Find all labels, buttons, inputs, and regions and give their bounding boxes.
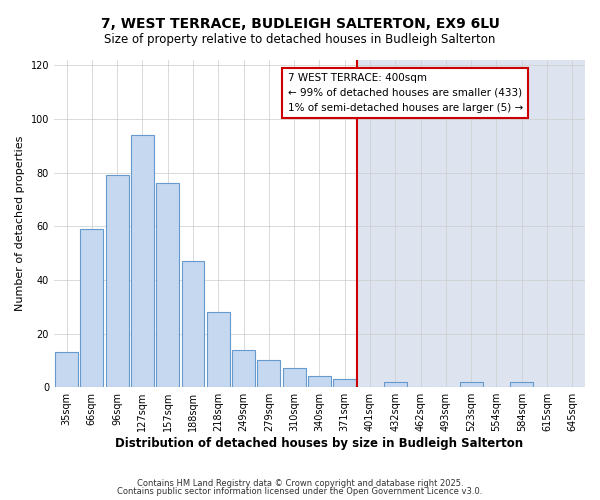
Bar xyxy=(54,60,358,387)
Bar xyxy=(131,135,154,387)
Text: Contains public sector information licensed under the Open Government Licence v3: Contains public sector information licen… xyxy=(118,487,482,496)
Bar xyxy=(384,382,407,387)
Text: Size of property relative to detached houses in Budleigh Salterton: Size of property relative to detached ho… xyxy=(104,32,496,46)
Bar xyxy=(460,382,482,387)
Bar xyxy=(308,376,331,387)
Bar xyxy=(334,379,356,387)
Bar xyxy=(157,184,179,387)
Bar xyxy=(511,382,533,387)
Bar xyxy=(80,229,103,387)
Bar xyxy=(358,60,585,387)
Bar xyxy=(283,368,305,387)
Text: Contains HM Land Registry data © Crown copyright and database right 2025.: Contains HM Land Registry data © Crown c… xyxy=(137,478,463,488)
Bar xyxy=(182,261,205,387)
Bar xyxy=(207,312,230,387)
Y-axis label: Number of detached properties: Number of detached properties xyxy=(15,136,25,312)
X-axis label: Distribution of detached houses by size in Budleigh Salterton: Distribution of detached houses by size … xyxy=(115,437,524,450)
Text: 7 WEST TERRACE: 400sqm
← 99% of detached houses are smaller (433)
1% of semi-det: 7 WEST TERRACE: 400sqm ← 99% of detached… xyxy=(287,73,523,112)
Bar xyxy=(55,352,78,387)
Bar xyxy=(257,360,280,387)
Bar xyxy=(232,350,255,387)
Text: 7, WEST TERRACE, BUDLEIGH SALTERTON, EX9 6LU: 7, WEST TERRACE, BUDLEIGH SALTERTON, EX9… xyxy=(101,18,499,32)
Bar xyxy=(106,176,128,387)
